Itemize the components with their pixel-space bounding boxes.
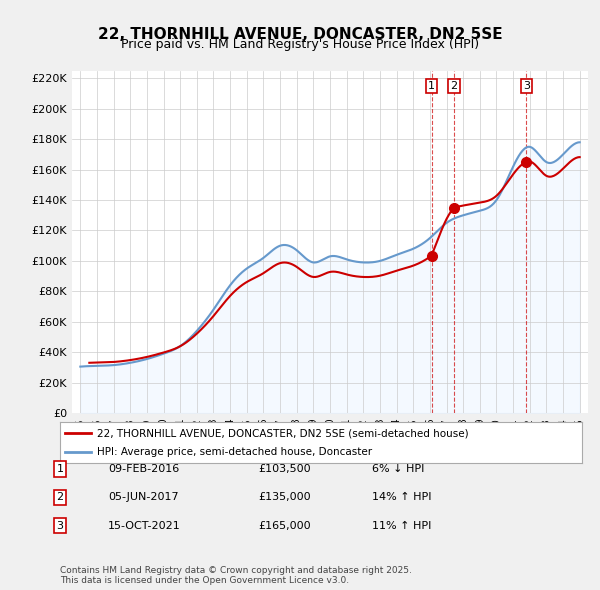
Text: Price paid vs. HM Land Registry's House Price Index (HPI): Price paid vs. HM Land Registry's House … bbox=[121, 38, 479, 51]
Text: 3: 3 bbox=[56, 521, 64, 530]
Text: 15-OCT-2021: 15-OCT-2021 bbox=[108, 521, 181, 530]
Text: 1: 1 bbox=[428, 81, 435, 91]
Text: 3: 3 bbox=[523, 81, 530, 91]
Text: Contains HM Land Registry data © Crown copyright and database right 2025.
This d: Contains HM Land Registry data © Crown c… bbox=[60, 566, 412, 585]
Text: 22, THORNHILL AVENUE, DONCASTER, DN2 5SE (semi-detached house): 22, THORNHILL AVENUE, DONCASTER, DN2 5SE… bbox=[97, 428, 468, 438]
Text: 6% ↓ HPI: 6% ↓ HPI bbox=[372, 464, 424, 474]
Text: £135,000: £135,000 bbox=[258, 493, 311, 502]
Text: 11% ↑ HPI: 11% ↑ HPI bbox=[372, 521, 431, 530]
Text: 2: 2 bbox=[450, 81, 457, 91]
Text: 2: 2 bbox=[56, 493, 64, 502]
Text: £103,500: £103,500 bbox=[258, 464, 311, 474]
Text: 09-FEB-2016: 09-FEB-2016 bbox=[108, 464, 179, 474]
Text: 1: 1 bbox=[56, 464, 64, 474]
Text: HPI: Average price, semi-detached house, Doncaster: HPI: Average price, semi-detached house,… bbox=[97, 447, 371, 457]
Text: 14% ↑ HPI: 14% ↑ HPI bbox=[372, 493, 431, 502]
Text: £165,000: £165,000 bbox=[258, 521, 311, 530]
Text: 05-JUN-2017: 05-JUN-2017 bbox=[108, 493, 179, 502]
Text: 22, THORNHILL AVENUE, DONCASTER, DN2 5SE: 22, THORNHILL AVENUE, DONCASTER, DN2 5SE bbox=[98, 27, 502, 41]
